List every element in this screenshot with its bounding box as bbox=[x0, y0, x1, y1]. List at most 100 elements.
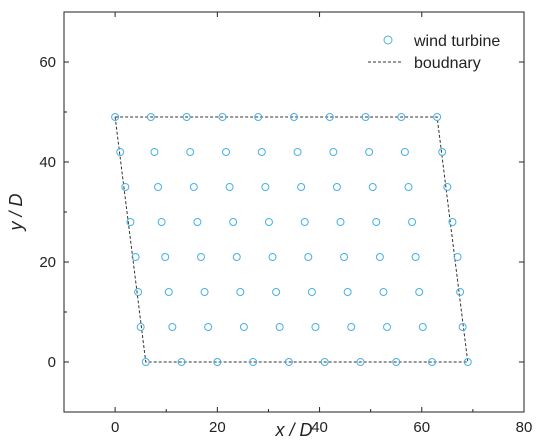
legend-label-boundary: boudnary bbox=[414, 55, 481, 72]
turbine-point bbox=[356, 358, 365, 366]
y-tick-label: 20 bbox=[39, 254, 56, 271]
turbine-point bbox=[375, 253, 384, 261]
turbine-point bbox=[164, 288, 173, 296]
turbine-point bbox=[290, 113, 298, 121]
turbine-point bbox=[300, 218, 309, 226]
turbine-point bbox=[336, 218, 345, 226]
turbine-point bbox=[418, 323, 427, 331]
turbine-point bbox=[161, 253, 170, 261]
turbine-point bbox=[297, 183, 306, 191]
turbine-point bbox=[168, 323, 177, 331]
turbine-point bbox=[397, 113, 406, 121]
turbine-point bbox=[193, 218, 202, 226]
turbine-point bbox=[196, 253, 205, 261]
x-tick-label: 0 bbox=[111, 419, 119, 436]
turbine-point bbox=[254, 113, 263, 121]
turbine-point bbox=[204, 323, 213, 331]
x-tick-label: 80 bbox=[516, 419, 533, 436]
turbine-point bbox=[379, 288, 388, 296]
x-tick-label: 20 bbox=[209, 419, 226, 436]
y-tick-label: 60 bbox=[39, 54, 56, 71]
turbine-point bbox=[249, 358, 258, 366]
turbine-point bbox=[284, 358, 293, 366]
turbine-point bbox=[293, 148, 302, 156]
turbine-point bbox=[182, 113, 191, 121]
y-axis-title: y / D bbox=[6, 193, 26, 232]
turbine-point bbox=[463, 358, 472, 366]
legend: wind turbine boudnary bbox=[368, 33, 500, 72]
turbine-point bbox=[408, 218, 417, 226]
turbine-point bbox=[433, 113, 442, 121]
turbine-point bbox=[229, 218, 238, 226]
turbine-point bbox=[361, 113, 370, 121]
turbine-point bbox=[186, 148, 195, 156]
turbine-point bbox=[272, 288, 281, 296]
legend-label-turbine: wind turbine bbox=[413, 33, 500, 50]
x-axis-ticks: 0 20 40 60 80 bbox=[63, 12, 533, 436]
turbine-point bbox=[264, 218, 273, 226]
turbine-point bbox=[121, 183, 130, 191]
legend-turbine-marker bbox=[383, 35, 393, 45]
turbine-point bbox=[340, 253, 349, 261]
turbine-point bbox=[134, 288, 143, 296]
turbine-point bbox=[111, 113, 120, 121]
turbine-point bbox=[400, 148, 409, 156]
turbine-point bbox=[320, 358, 329, 366]
turbine-point bbox=[415, 288, 424, 296]
turbine-point bbox=[268, 253, 277, 261]
turbine-point bbox=[392, 358, 401, 366]
turbine-point bbox=[136, 323, 145, 331]
turbine-point bbox=[150, 148, 159, 156]
turbine-point bbox=[368, 183, 377, 191]
turbine-point bbox=[177, 358, 186, 366]
turbine-point bbox=[146, 113, 155, 121]
turbine-point bbox=[261, 183, 270, 191]
turbine-point bbox=[411, 253, 420, 261]
turbine-point bbox=[458, 323, 467, 331]
turbine-point bbox=[157, 218, 166, 226]
turbine-point bbox=[232, 253, 241, 261]
turbine-point bbox=[307, 288, 316, 296]
y-tick-label: 40 bbox=[39, 154, 56, 171]
turbine-point bbox=[443, 183, 452, 191]
turbine-point bbox=[343, 288, 352, 296]
turbine-point bbox=[325, 113, 334, 121]
turbine-point bbox=[257, 148, 266, 156]
y-axis-ticks: 0 20 40 60 bbox=[39, 11, 524, 413]
turbine-point bbox=[365, 148, 374, 156]
turbine-point bbox=[438, 148, 447, 156]
turbine-point bbox=[126, 218, 135, 226]
turbine-point bbox=[304, 253, 313, 261]
turbine-point bbox=[448, 218, 457, 226]
turbine-point bbox=[131, 253, 140, 261]
turbine-point bbox=[213, 358, 222, 366]
turbine-point bbox=[311, 323, 320, 331]
turbine-point bbox=[200, 288, 209, 296]
turbine-point bbox=[456, 288, 465, 296]
turbine-point bbox=[154, 183, 163, 191]
turbine-point bbox=[404, 183, 413, 191]
turbine-point bbox=[189, 183, 198, 191]
turbine-point bbox=[218, 113, 227, 121]
turbine-point bbox=[372, 218, 381, 226]
turbine-point bbox=[141, 358, 150, 366]
turbine-point bbox=[222, 148, 231, 156]
turbine-point bbox=[383, 323, 392, 331]
y-tick-label: 0 bbox=[48, 354, 56, 371]
turbine-point bbox=[116, 148, 125, 156]
turbine-points bbox=[111, 113, 472, 366]
x-axis-title: x / D bbox=[274, 420, 312, 440]
turbine-point bbox=[236, 288, 245, 296]
turbine-point bbox=[239, 323, 248, 331]
turbine-point bbox=[428, 358, 436, 366]
turbine-point bbox=[347, 323, 356, 331]
turbine-point bbox=[275, 323, 284, 331]
x-tick-label: 40 bbox=[311, 419, 328, 436]
turbine-point bbox=[225, 183, 234, 191]
turbine-point bbox=[332, 183, 341, 191]
turbine-point bbox=[329, 148, 338, 156]
x-tick-label: 60 bbox=[413, 419, 430, 436]
turbine-point bbox=[453, 253, 462, 261]
